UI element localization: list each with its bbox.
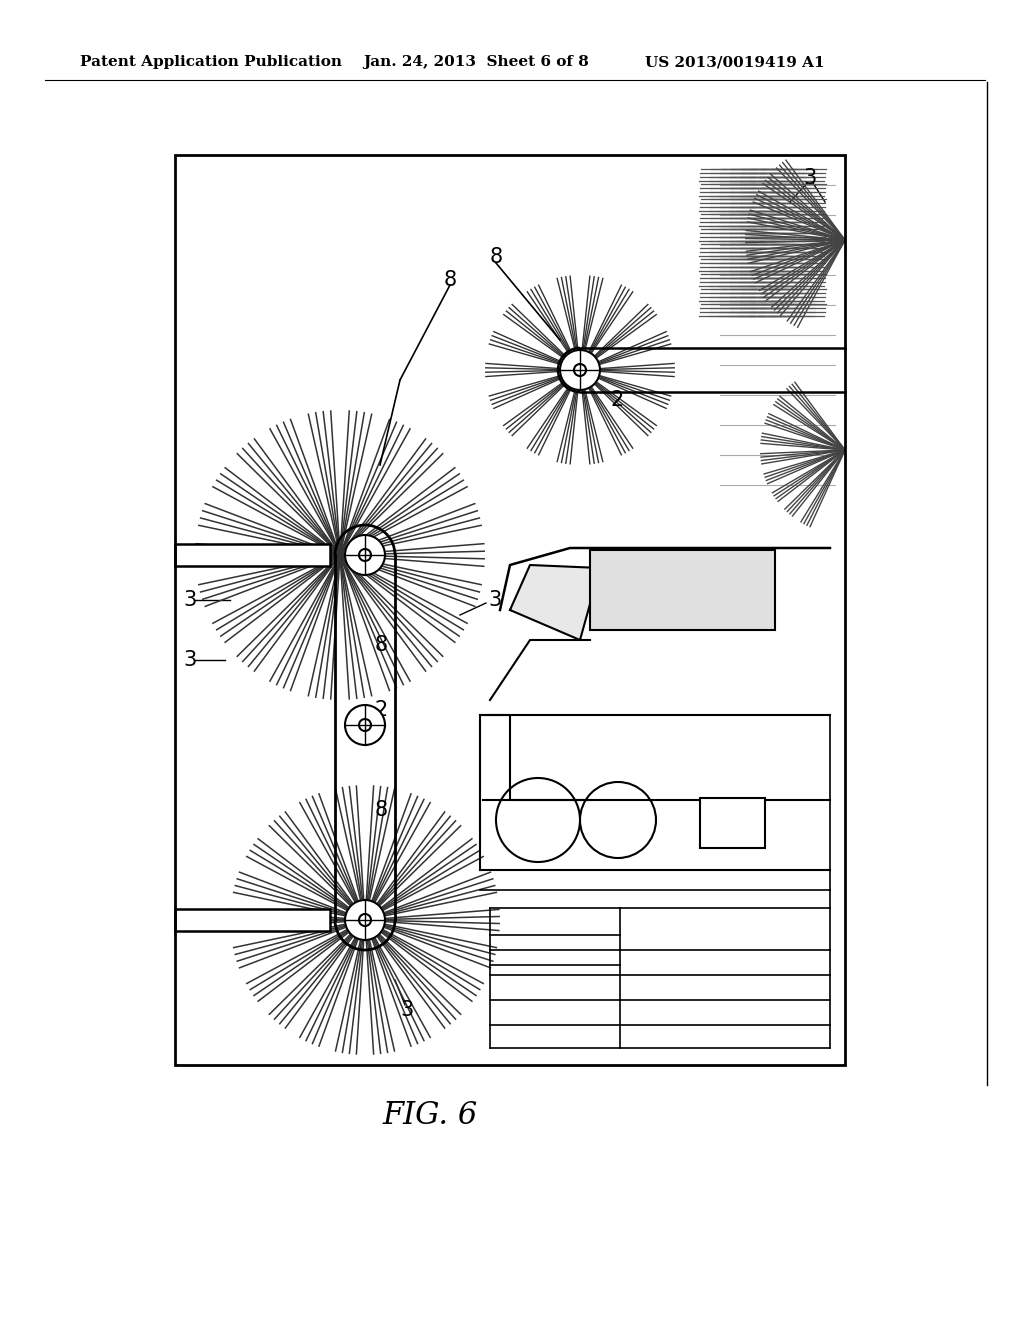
Circle shape bbox=[345, 535, 385, 576]
Text: 3: 3 bbox=[183, 590, 197, 610]
Bar bbox=[175, 909, 330, 931]
Bar bbox=[590, 550, 775, 630]
Text: 3: 3 bbox=[804, 168, 816, 187]
Text: Patent Application Publication: Patent Application Publication bbox=[80, 55, 342, 69]
Text: 8: 8 bbox=[375, 635, 388, 655]
Text: 3: 3 bbox=[183, 649, 197, 671]
Text: FIG. 6: FIG. 6 bbox=[382, 1100, 477, 1130]
Circle shape bbox=[345, 705, 385, 744]
Text: Jan. 24, 2013  Sheet 6 of 8: Jan. 24, 2013 Sheet 6 of 8 bbox=[362, 55, 589, 69]
Text: 8: 8 bbox=[375, 800, 388, 820]
Text: 8: 8 bbox=[490, 247, 503, 267]
Bar bbox=[175, 154, 845, 1065]
Text: US 2013/0019419 A1: US 2013/0019419 A1 bbox=[645, 55, 824, 69]
Circle shape bbox=[345, 900, 385, 940]
Text: 3: 3 bbox=[488, 590, 502, 610]
Circle shape bbox=[560, 350, 600, 389]
Text: 2: 2 bbox=[610, 389, 624, 411]
Text: 3: 3 bbox=[400, 1001, 414, 1020]
Bar bbox=[175, 544, 330, 566]
Text: 2: 2 bbox=[375, 700, 388, 719]
Bar bbox=[700, 799, 765, 847]
Polygon shape bbox=[510, 565, 600, 640]
Text: 8: 8 bbox=[443, 271, 457, 290]
